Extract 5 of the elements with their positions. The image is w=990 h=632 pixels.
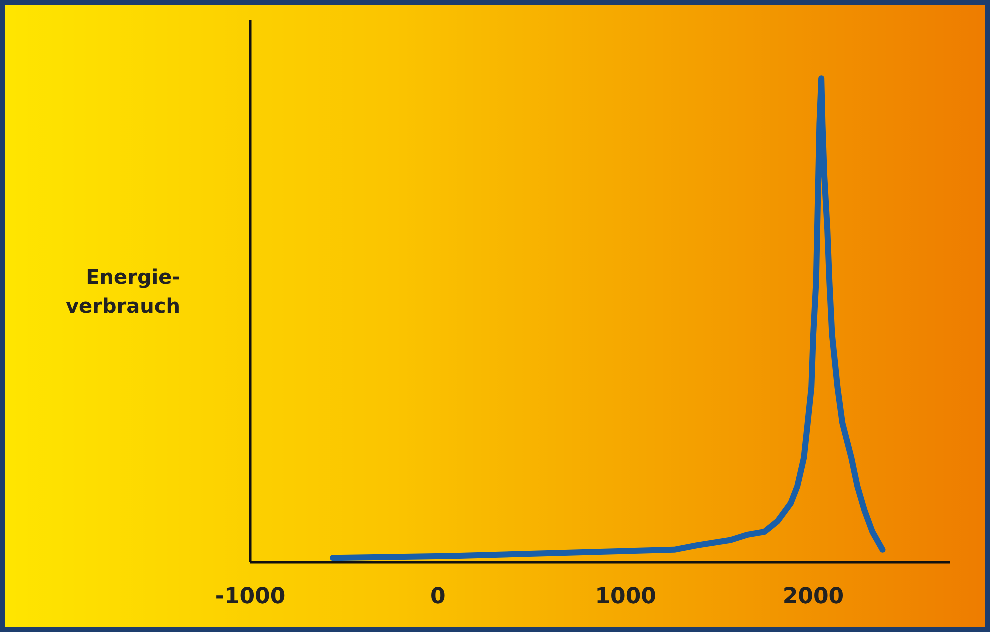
x-tick-label: 0 bbox=[430, 584, 446, 610]
x-tick-label: -1000 bbox=[215, 584, 286, 610]
x-tick-label: 2000 bbox=[782, 584, 844, 610]
x-tick-label: 1000 bbox=[595, 584, 656, 610]
y-axis-title: Energie- verbrauch bbox=[66, 265, 181, 318]
